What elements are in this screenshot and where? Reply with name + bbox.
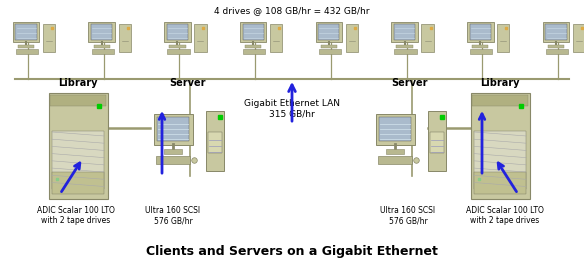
FancyBboxPatch shape [91, 24, 112, 40]
FancyBboxPatch shape [397, 45, 413, 48]
FancyBboxPatch shape [18, 45, 34, 48]
FancyBboxPatch shape [242, 24, 264, 40]
FancyBboxPatch shape [430, 132, 444, 153]
FancyBboxPatch shape [474, 131, 526, 189]
FancyBboxPatch shape [50, 95, 106, 106]
FancyBboxPatch shape [48, 93, 107, 199]
FancyBboxPatch shape [164, 22, 191, 42]
FancyBboxPatch shape [164, 149, 182, 154]
Text: Library: Library [58, 78, 98, 88]
FancyBboxPatch shape [52, 172, 104, 194]
FancyBboxPatch shape [545, 24, 566, 40]
FancyBboxPatch shape [93, 45, 110, 48]
FancyBboxPatch shape [169, 45, 186, 48]
FancyBboxPatch shape [471, 93, 530, 199]
FancyBboxPatch shape [194, 24, 207, 52]
Text: Server: Server [170, 78, 206, 88]
FancyBboxPatch shape [157, 117, 189, 141]
FancyBboxPatch shape [472, 95, 528, 106]
Text: Gigabit Ethernet LAN
315 GB/hr: Gigabit Ethernet LAN 315 GB/hr [244, 99, 340, 119]
FancyBboxPatch shape [208, 132, 222, 153]
FancyBboxPatch shape [394, 24, 415, 40]
Text: Library: Library [480, 78, 520, 88]
Text: ADIC Scalar 100 LTO
with 2 tape drives: ADIC Scalar 100 LTO with 2 tape drives [37, 206, 115, 225]
FancyBboxPatch shape [167, 49, 190, 54]
Text: Ultra 160 SCSI
576 GB/hr: Ultra 160 SCSI 576 GB/hr [145, 206, 200, 225]
FancyBboxPatch shape [119, 24, 131, 52]
FancyBboxPatch shape [321, 45, 337, 48]
FancyBboxPatch shape [240, 22, 266, 42]
FancyBboxPatch shape [474, 172, 526, 194]
FancyBboxPatch shape [154, 114, 193, 144]
FancyBboxPatch shape [379, 117, 411, 141]
FancyBboxPatch shape [318, 24, 339, 40]
FancyBboxPatch shape [427, 111, 446, 171]
FancyBboxPatch shape [15, 24, 37, 40]
FancyBboxPatch shape [243, 49, 265, 54]
FancyBboxPatch shape [13, 22, 39, 42]
FancyBboxPatch shape [315, 22, 342, 42]
FancyBboxPatch shape [497, 24, 509, 52]
FancyBboxPatch shape [376, 114, 415, 144]
FancyBboxPatch shape [167, 24, 188, 40]
FancyBboxPatch shape [573, 24, 584, 52]
Text: 4 drives @ 108 GB/hr = 432 GB/hr: 4 drives @ 108 GB/hr = 432 GB/hr [214, 6, 370, 15]
FancyBboxPatch shape [394, 49, 417, 54]
FancyBboxPatch shape [422, 24, 434, 52]
FancyBboxPatch shape [548, 45, 564, 48]
FancyBboxPatch shape [16, 49, 38, 54]
FancyBboxPatch shape [346, 24, 358, 52]
FancyBboxPatch shape [386, 149, 404, 154]
FancyBboxPatch shape [245, 45, 261, 48]
FancyBboxPatch shape [88, 22, 115, 42]
Text: ADIC Scalar 100 LTO
with 2 tape drives: ADIC Scalar 100 LTO with 2 tape drives [466, 206, 544, 225]
FancyBboxPatch shape [472, 45, 488, 48]
FancyBboxPatch shape [43, 24, 55, 52]
FancyBboxPatch shape [270, 24, 282, 52]
FancyBboxPatch shape [319, 49, 341, 54]
FancyBboxPatch shape [156, 156, 190, 164]
FancyBboxPatch shape [543, 22, 569, 42]
Text: Server: Server [392, 78, 428, 88]
FancyBboxPatch shape [92, 49, 114, 54]
Text: Ultra 160 SCSI
576 GB/hr: Ultra 160 SCSI 576 GB/hr [380, 206, 436, 225]
FancyBboxPatch shape [470, 49, 492, 54]
Text: Clients and Servers on a Gigabit Ethernet: Clients and Servers on a Gigabit Etherne… [146, 245, 438, 258]
FancyBboxPatch shape [470, 24, 491, 40]
FancyBboxPatch shape [391, 22, 418, 42]
FancyBboxPatch shape [378, 156, 412, 164]
FancyBboxPatch shape [52, 131, 104, 189]
FancyBboxPatch shape [546, 49, 568, 54]
FancyBboxPatch shape [206, 111, 224, 171]
FancyBboxPatch shape [467, 22, 493, 42]
